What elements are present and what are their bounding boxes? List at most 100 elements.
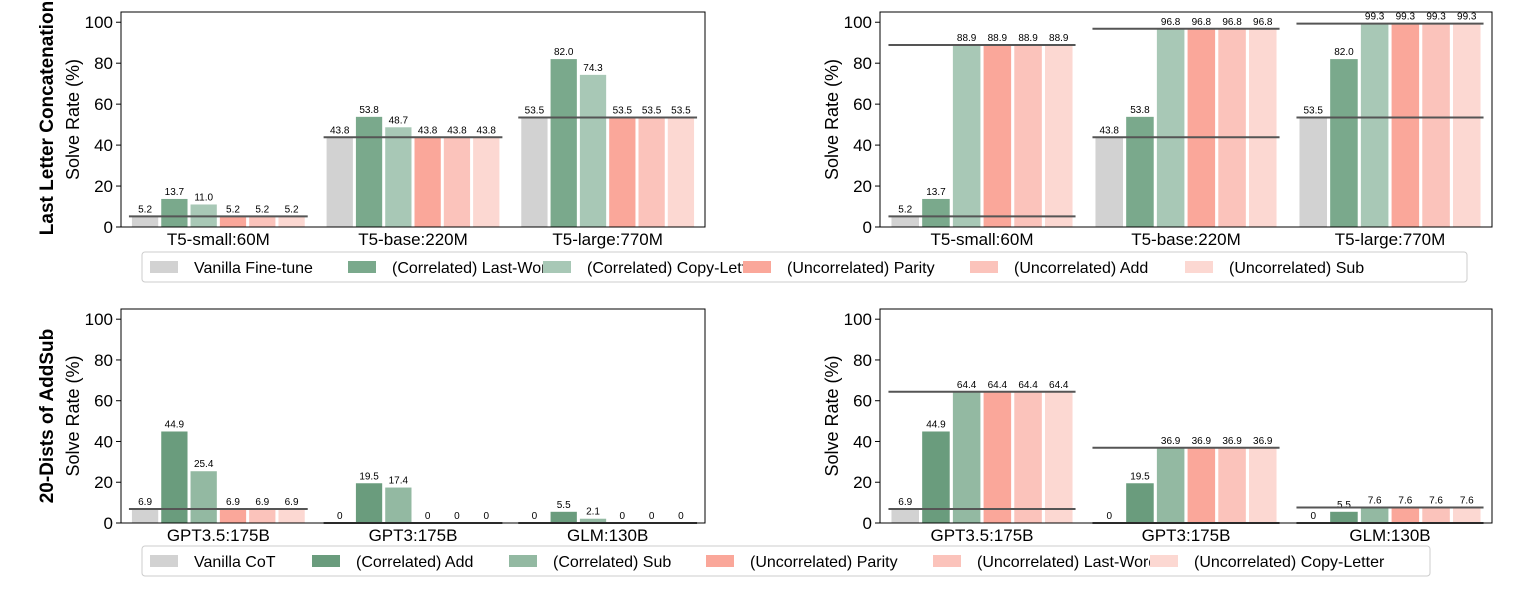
bar	[1299, 117, 1327, 227]
x-tick-label: T5-small:60M	[931, 230, 1034, 249]
bar-value-label: 36.9	[1161, 436, 1181, 447]
bar	[579, 518, 607, 523]
bar-value-label: 43.8	[1099, 125, 1119, 136]
bar-value-label: 5.2	[285, 204, 299, 215]
legend-label: (Uncorrelated) Sub	[1229, 260, 1364, 277]
plot-frame	[879, 11, 1493, 228]
bar-value-label: 88.9	[1049, 33, 1069, 44]
bar-value-label: 53.8	[1130, 105, 1150, 116]
bar	[1014, 44, 1042, 227]
bar	[131, 508, 159, 523]
y-tick-label: 100	[844, 310, 872, 329]
bar-value-label: 53.5	[525, 105, 545, 116]
bar	[1330, 59, 1358, 227]
legend-label: (Correlated) Copy-Letter	[587, 260, 761, 277]
bar-value-label: 13.7	[926, 187, 946, 198]
bar	[1156, 28, 1185, 227]
bar	[385, 127, 412, 227]
bar	[278, 508, 305, 523]
bar	[1453, 507, 1481, 523]
bar-value-label: 53.5	[1303, 105, 1323, 116]
bar	[922, 431, 950, 523]
bar-value-label: 6.9	[226, 497, 240, 508]
y-tick-label: 40	[94, 136, 113, 155]
legend-swatch	[706, 555, 734, 567]
bar	[952, 391, 981, 523]
legend-label: (Uncorrelated) Parity	[750, 554, 898, 571]
x-tick-label: T5-small:60M	[167, 230, 270, 249]
y-tick-label: 40	[853, 136, 872, 155]
bar-value-label: 88.9	[1018, 33, 1038, 44]
bar-value-label: 96.8	[1222, 17, 1242, 28]
y-tick-label: 40	[94, 432, 113, 451]
legends-group: Vanilla Fine-tune (Correlated) Last-Word (…	[141, 251, 1468, 577]
legend-label: (Correlated) Sub	[553, 554, 671, 571]
bar-value-label: 5.2	[138, 204, 152, 215]
bar-value-label: 5.5	[1337, 500, 1351, 511]
bar	[1187, 28, 1216, 227]
bar-value-label: 6.9	[285, 497, 299, 508]
bar-value-label: 5.2	[255, 204, 269, 215]
bar-value-label: 7.6	[1398, 496, 1412, 507]
bar	[1422, 507, 1450, 523]
bar-value-label: 0	[425, 511, 431, 522]
bar-value-label: 7.6	[1429, 496, 1443, 507]
bar	[249, 508, 276, 523]
bar-value-label: 43.8	[447, 125, 467, 136]
y-tick-label: 80	[94, 351, 113, 370]
legend-swatch	[543, 261, 571, 273]
bar-value-label: 6.9	[255, 497, 269, 508]
legend-swatch	[743, 261, 771, 273]
bar-value-label: 99.3	[1396, 12, 1416, 23]
legend-swatch	[970, 261, 998, 273]
y-tick-label: 20	[853, 473, 872, 492]
bar	[161, 431, 188, 523]
y-tick-label: 80	[853, 351, 872, 370]
y-axis-label: Solve Rate (%)	[63, 59, 83, 180]
bar	[161, 198, 188, 227]
bar	[550, 511, 577, 523]
bar	[1218, 447, 1246, 523]
y-tick-label: 100	[844, 13, 872, 32]
bar-value-label: 53.8	[359, 105, 379, 116]
bar	[1187, 447, 1216, 523]
bar-value-label: 0	[532, 511, 538, 522]
bar-value-label: 64.4	[988, 380, 1008, 391]
bar-value-label: 7.6	[1368, 496, 1382, 507]
bar	[1014, 391, 1042, 523]
bar-value-label: 11.0	[194, 192, 213, 203]
x-tick-label: GLM:130B	[567, 526, 648, 545]
bar	[579, 74, 607, 227]
legend-label: (Uncorrelated) Add	[1014, 260, 1148, 277]
x-tick-label: GPT3.5:175B	[930, 526, 1033, 545]
bar	[891, 508, 919, 523]
bar-value-label: 0	[678, 511, 684, 522]
x-tick-label: T5-base:220M	[1131, 230, 1241, 249]
plot-frame	[879, 308, 1493, 524]
bar	[1156, 447, 1185, 523]
legend-label: (Uncorrelated) Last-Word	[977, 554, 1157, 571]
y-axis-label: Solve Rate (%)	[63, 355, 83, 476]
bar-value-label: 99.3	[1457, 12, 1477, 23]
bar	[1391, 23, 1420, 228]
y-tick-label: 0	[104, 514, 113, 533]
bar-value-label: 19.5	[1130, 471, 1150, 482]
legend-label: (Uncorrelated) Copy-Letter	[1194, 554, 1385, 571]
bar	[1422, 23, 1450, 228]
bar	[473, 137, 500, 227]
bar	[550, 59, 577, 227]
bar	[1249, 28, 1277, 227]
bar	[385, 487, 412, 523]
y-tick-label: 60	[853, 95, 872, 114]
y-tick-label: 60	[94, 392, 113, 411]
bar-value-label: 82.0	[554, 47, 574, 58]
chart-panel-2: Solve Rate (%) 0 20 40 60 80 100 5.2 13.7 88.9 88.…	[822, 11, 1493, 249]
bar-value-label: 2.1	[586, 507, 600, 518]
bar-value-label: 25.4	[194, 459, 214, 470]
bar	[952, 44, 981, 227]
legend-label: Vanilla CoT	[194, 554, 276, 571]
bar	[1360, 23, 1389, 228]
bar-value-label: 0	[620, 511, 626, 522]
bar-value-label: 5.5	[557, 500, 571, 511]
legend-2: Vanilla CoT (Correlated) Add (Correlated) …	[141, 545, 1431, 577]
